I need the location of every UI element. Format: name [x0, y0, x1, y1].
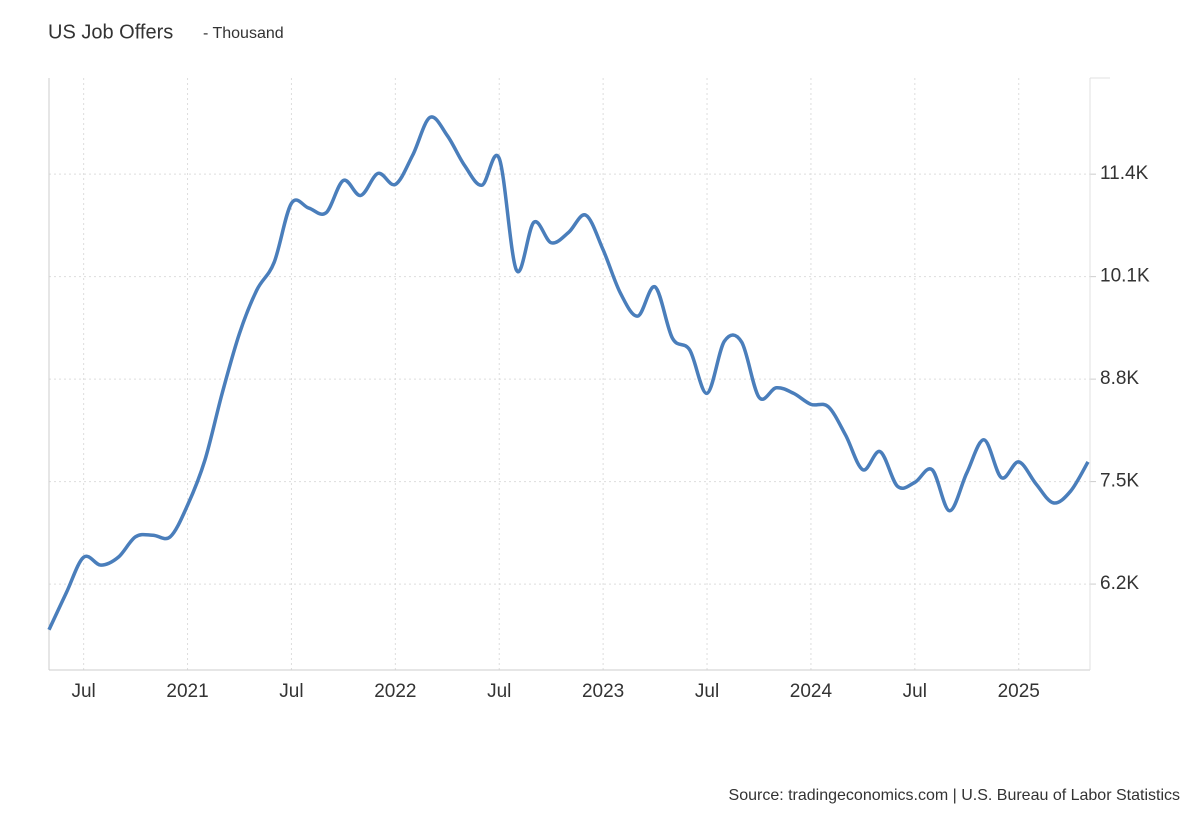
x-tick-label: Jul	[695, 681, 719, 702]
x-tick-label: 2025	[998, 681, 1040, 702]
x-tick-label: 2024	[790, 681, 833, 702]
y-tick-label: 7.5K	[1100, 471, 1139, 492]
y-tick-label: 8.8K	[1100, 368, 1139, 389]
x-tick-label: Jul	[903, 681, 927, 702]
x-tick-label: 2023	[582, 681, 624, 702]
x-tick-label: Jul	[71, 681, 95, 702]
y-tick-label: 11.4K	[1100, 163, 1149, 184]
chart-title: US Job Offers	[48, 21, 173, 43]
x-tick-label: 2021	[166, 681, 208, 702]
source-note: Source: tradingeconomics.com | U.S. Bure…	[729, 787, 1180, 804]
data-line	[47, 115, 1090, 631]
x-tick-label: Jul	[279, 681, 303, 702]
chart-subtitle: - Thousand	[203, 25, 284, 42]
y-tick-label: 10.1K	[1100, 266, 1150, 287]
y-tick-label: 6.2K	[1100, 573, 1139, 594]
x-tick-label: 2022	[374, 681, 416, 702]
x-tick-label: Jul	[487, 681, 511, 702]
